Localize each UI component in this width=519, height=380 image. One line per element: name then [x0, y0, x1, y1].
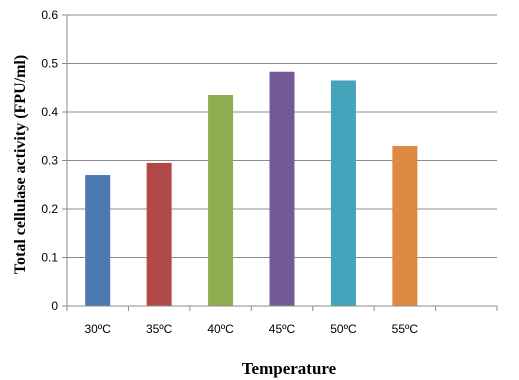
x-tick-label: 30ºC: [85, 322, 112, 336]
y-axis-ticks: 0 0.1 0.2 0.3 0.4 0.5 0.6: [41, 8, 67, 313]
y-tick-label: 0.5: [41, 57, 58, 71]
bar-50c: [330, 80, 356, 306]
y-tick-label: 0: [51, 299, 58, 313]
y-tick-label: 0.1: [41, 251, 58, 265]
bar-30c: [85, 175, 111, 306]
x-tick-label: 35ºC: [146, 322, 173, 336]
x-tick-label: 40ºC: [207, 322, 234, 336]
y-tick-label: 0.2: [41, 202, 58, 216]
x-tick-label: 50ºC: [330, 322, 357, 336]
x-tick-label: 55ºC: [392, 322, 419, 336]
x-axis-ticks: 30ºC 35ºC 40ºC 45ºC 50ºC 55ºC: [66, 306, 498, 336]
bar-55c: [392, 145, 418, 306]
y-tick-label: 0.3: [41, 154, 58, 168]
bar-45c: [269, 71, 295, 307]
y-tick-label: 0.4: [41, 105, 58, 119]
y-tick-label: 0.6: [41, 8, 58, 22]
y-axis-title: Total cellulase activity (FPU/ml): [12, 55, 29, 274]
bar-35c: [146, 162, 172, 306]
x-tick-label: 45ºC: [269, 322, 296, 336]
x-axis-title: Temperature: [242, 359, 337, 378]
bar-40c: [208, 95, 234, 307]
bars: [85, 71, 418, 307]
